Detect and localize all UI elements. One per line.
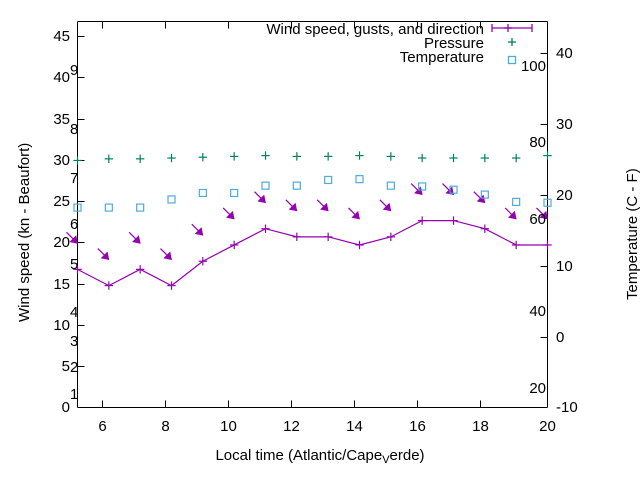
x-tick-14: 14 (346, 418, 363, 435)
y-tick-right-30: 30 (556, 116, 573, 133)
beaufort-label-9: 9 (70, 62, 79, 79)
fahrenheit-label-60: 60 (529, 211, 546, 228)
plot-frame (77, 21, 548, 408)
fahrenheit-label-40: 40 (529, 303, 546, 320)
beaufort-label-7: 7 (70, 170, 79, 187)
wind-speed-points (73, 216, 552, 290)
x-tick-20: 20 (539, 418, 556, 435)
x-axis-title-pre: Local time (Atlantic/Cape (215, 447, 383, 464)
x-axis-ticks (102, 21, 548, 408)
x-tick-6: 6 (98, 418, 107, 435)
y-tick-left-35: 35 (53, 111, 70, 128)
x-tick-18: 18 (472, 418, 489, 435)
temperature-points (73, 175, 552, 212)
y-tick-left-40: 40 (53, 69, 70, 86)
beaufort-label-3: 3 (70, 333, 79, 350)
x-tick-16: 16 (409, 418, 426, 435)
y-tick-right-10: 10 (556, 258, 573, 275)
fahrenheit-label-100: 100 (520, 58, 546, 75)
fahrenheit-label-80: 80 (529, 134, 546, 151)
y-axis-right-ticks (540, 53, 548, 408)
legend-label-wind: Wind speed, gusts, and direction (266, 21, 484, 38)
y-tick-left-25: 25 (53, 193, 70, 210)
y-tick-left-0: 0 (61, 399, 70, 416)
y-tick-left-20: 20 (53, 234, 70, 251)
y-tick-right--10: -10 (556, 399, 578, 416)
y-tick-left-30: 30 (53, 152, 70, 169)
y-tick-right-20: 20 (556, 187, 573, 204)
beaufort-label-8: 8 (70, 121, 79, 138)
beaufort-label-1: 1 (70, 386, 79, 403)
y-tick-left-15: 15 (53, 276, 70, 293)
fahrenheit-label-20: 20 (529, 380, 546, 397)
wind-direction-arrows (66, 183, 548, 261)
y-tick-left-45: 45 (53, 28, 70, 45)
pressure-points (73, 151, 552, 165)
y-tick-right-40: 40 (556, 45, 573, 62)
y-axis-left-ticks (77, 36, 85, 408)
legend-marker-temperature (507, 55, 517, 65)
x-tick-10: 10 (220, 418, 237, 435)
x-axis-title: Local time (Atlantic/CapeVerde) (0, 448, 640, 466)
x-tick-12: 12 (283, 418, 300, 435)
beaufort-label-5: 5 (70, 256, 79, 273)
y-axis-left-title: Wind speed (kn - Beaufort) (16, 142, 33, 322)
x-axis-title-post: erde) (389, 447, 425, 464)
y-tick-right-0: 0 (556, 329, 565, 346)
y-tick-left-5: 5 (61, 358, 70, 375)
y-tick-left-10: 10 (53, 317, 70, 334)
legend-marker-wind (491, 24, 533, 32)
legend-label-pressure: Pressure (423, 35, 484, 52)
legend-marker-pressure (508, 38, 516, 46)
beaufort-label-6: 6 (70, 216, 79, 233)
x-axis-title-sub: V (382, 454, 390, 466)
y-axis-right-title: Temperature (C - F) (624, 168, 640, 300)
beaufort-label-4: 4 (70, 304, 79, 321)
legend-label-temperature: Temperature (399, 49, 484, 66)
wind-speed-line (77, 219, 548, 287)
beaufort-label-2: 2 (70, 359, 79, 376)
x-tick-8: 8 (161, 418, 170, 435)
